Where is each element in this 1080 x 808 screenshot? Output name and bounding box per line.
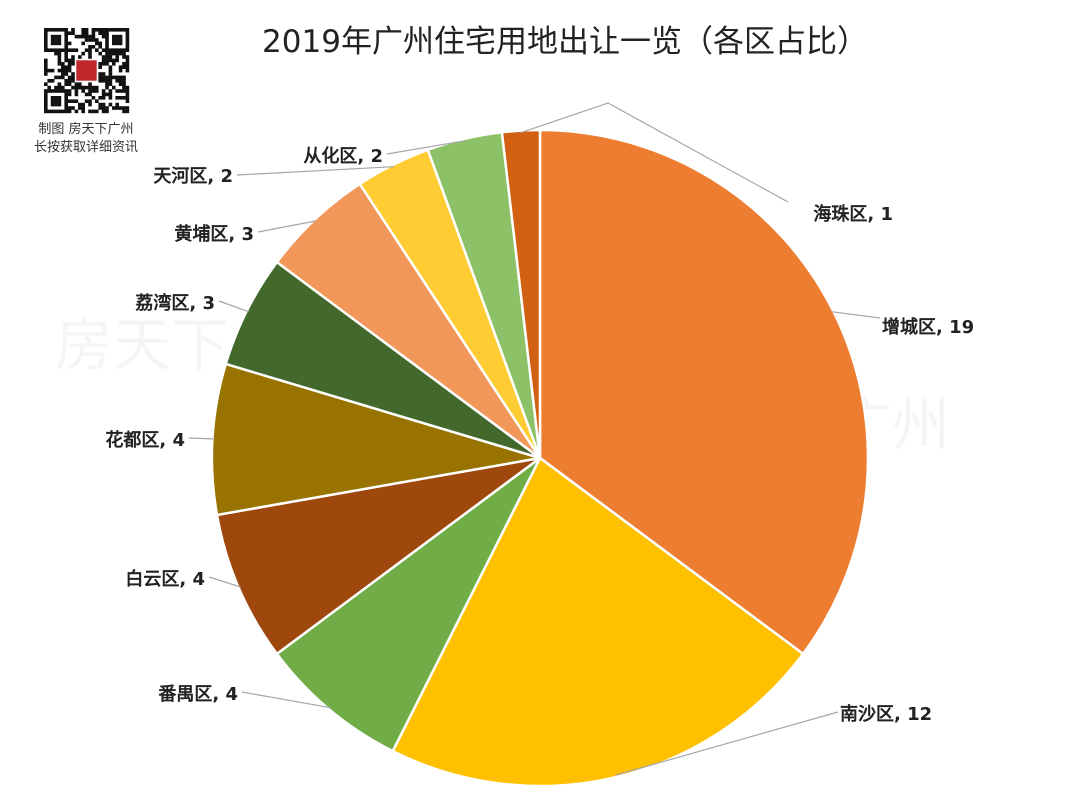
pie-slice-1 (538, 128, 870, 656)
qr-caption-line2: 长按获取详细资讯 (34, 140, 138, 155)
pie-slice-2 (391, 456, 805, 788)
leader-line-10 (520, 102, 789, 203)
data-label-2: 南沙区, 12 (840, 703, 932, 725)
leader-line-1 (831, 311, 881, 319)
data-label-9: 从化区, 2 (303, 145, 383, 167)
leader-line-6 (218, 300, 249, 313)
data-labels: 增城区, 19 南沙区, 12 番禺区, 4 白云区, 4 花都区, 4 荔湾区, 3 黄埔… (105, 145, 974, 725)
qr-logo-badge (76, 60, 97, 81)
pie-slice-3 (275, 456, 542, 753)
leader-line-5 (188, 437, 215, 440)
data-label-10: 海珠区, 1 (813, 203, 893, 225)
qr-caption-line1: 制图 房天下广州 (38, 121, 133, 137)
leader-line-2 (615, 711, 839, 776)
pie-slice-10 (500, 128, 542, 459)
leader-line-4 (208, 576, 241, 588)
data-label-4: 白云区, 4 (125, 568, 205, 590)
data-label-7: 黄埔区, 3 (174, 223, 254, 245)
data-label-3: 番禺区, 4 (157, 684, 238, 705)
pie-slice-4 (215, 456, 541, 656)
chart-title: 2019年广州住宅用地出让一览（各区占比） (262, 24, 868, 60)
pie-slices (210, 128, 870, 788)
leader-lines (188, 102, 881, 776)
data-label-1: 增城区, 19 (882, 316, 974, 338)
leader-line-7 (257, 220, 317, 233)
data-label-8: 天河区, 2 (153, 166, 233, 187)
qr-code-image (41, 25, 132, 116)
leader-line-9 (386, 140, 465, 155)
data-label-5: 花都区, 4 (105, 429, 185, 451)
leader-line-3 (241, 691, 331, 709)
leader-line-8 (236, 166, 394, 176)
data-label-6: 荔湾区, 3 (135, 292, 215, 314)
